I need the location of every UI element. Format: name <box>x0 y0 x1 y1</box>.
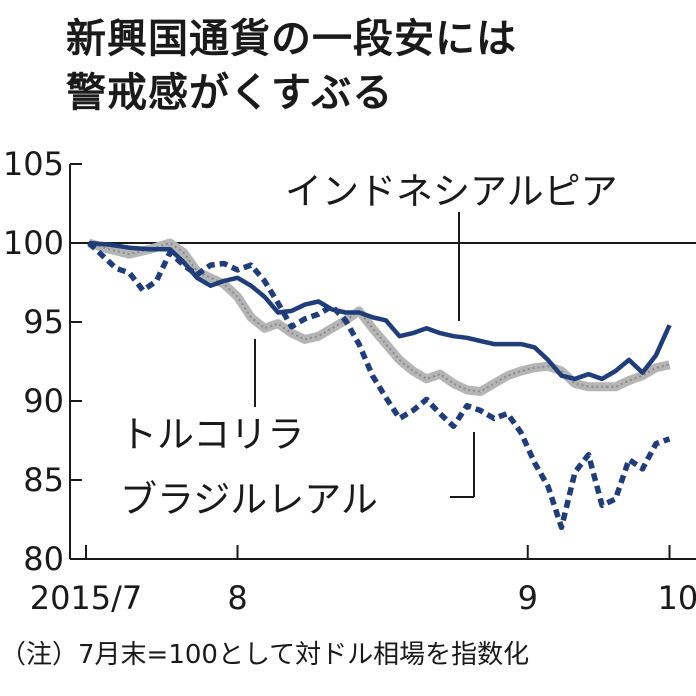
y-tick-label: 100 <box>3 224 64 262</box>
series-line-rupiah <box>88 240 672 382</box>
x-tick-label: 2015/7 <box>30 579 143 617</box>
y-tick-label: 85 <box>23 461 64 499</box>
x-tick-label: 8 <box>227 579 247 617</box>
chart-title-line2: 警戒感がくすぶる <box>66 70 394 116</box>
y-tick-label: 105 <box>3 145 64 183</box>
y-tick-label: 90 <box>23 382 64 420</box>
series-line-real <box>87 240 671 531</box>
y-tick-label: 80 <box>23 540 64 578</box>
label-real: ブラジルレアル <box>120 478 378 521</box>
y-tick-label: 95 <box>23 303 64 341</box>
series-group <box>87 238 672 531</box>
footnote: （注）7月末=100として対ドル相場を指数化 <box>0 640 529 670</box>
series-line-lira-texture <box>88 241 670 393</box>
x-tick-label: 9 <box>518 579 538 617</box>
x-tick-label: 10 <box>658 579 696 617</box>
chart-title-line1: 新興国通貨の一段安には <box>66 16 517 62</box>
label-rupiah: インドネシアルピア <box>285 170 618 213</box>
label-lira: トルコリラ <box>120 413 304 456</box>
